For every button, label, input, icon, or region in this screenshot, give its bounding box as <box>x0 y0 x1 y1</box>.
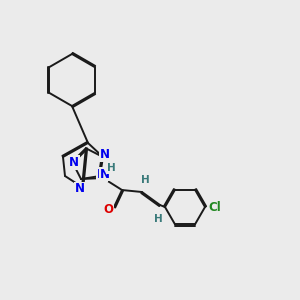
Text: H: H <box>141 175 149 185</box>
Text: O: O <box>103 202 113 215</box>
Text: H: H <box>154 214 162 224</box>
Text: N: N <box>100 167 110 181</box>
Text: H: H <box>106 163 116 173</box>
Text: Cl: Cl <box>208 200 221 214</box>
Text: N: N <box>97 169 107 182</box>
Text: N: N <box>75 182 85 196</box>
Text: N: N <box>69 156 79 170</box>
Text: N: N <box>100 148 110 161</box>
